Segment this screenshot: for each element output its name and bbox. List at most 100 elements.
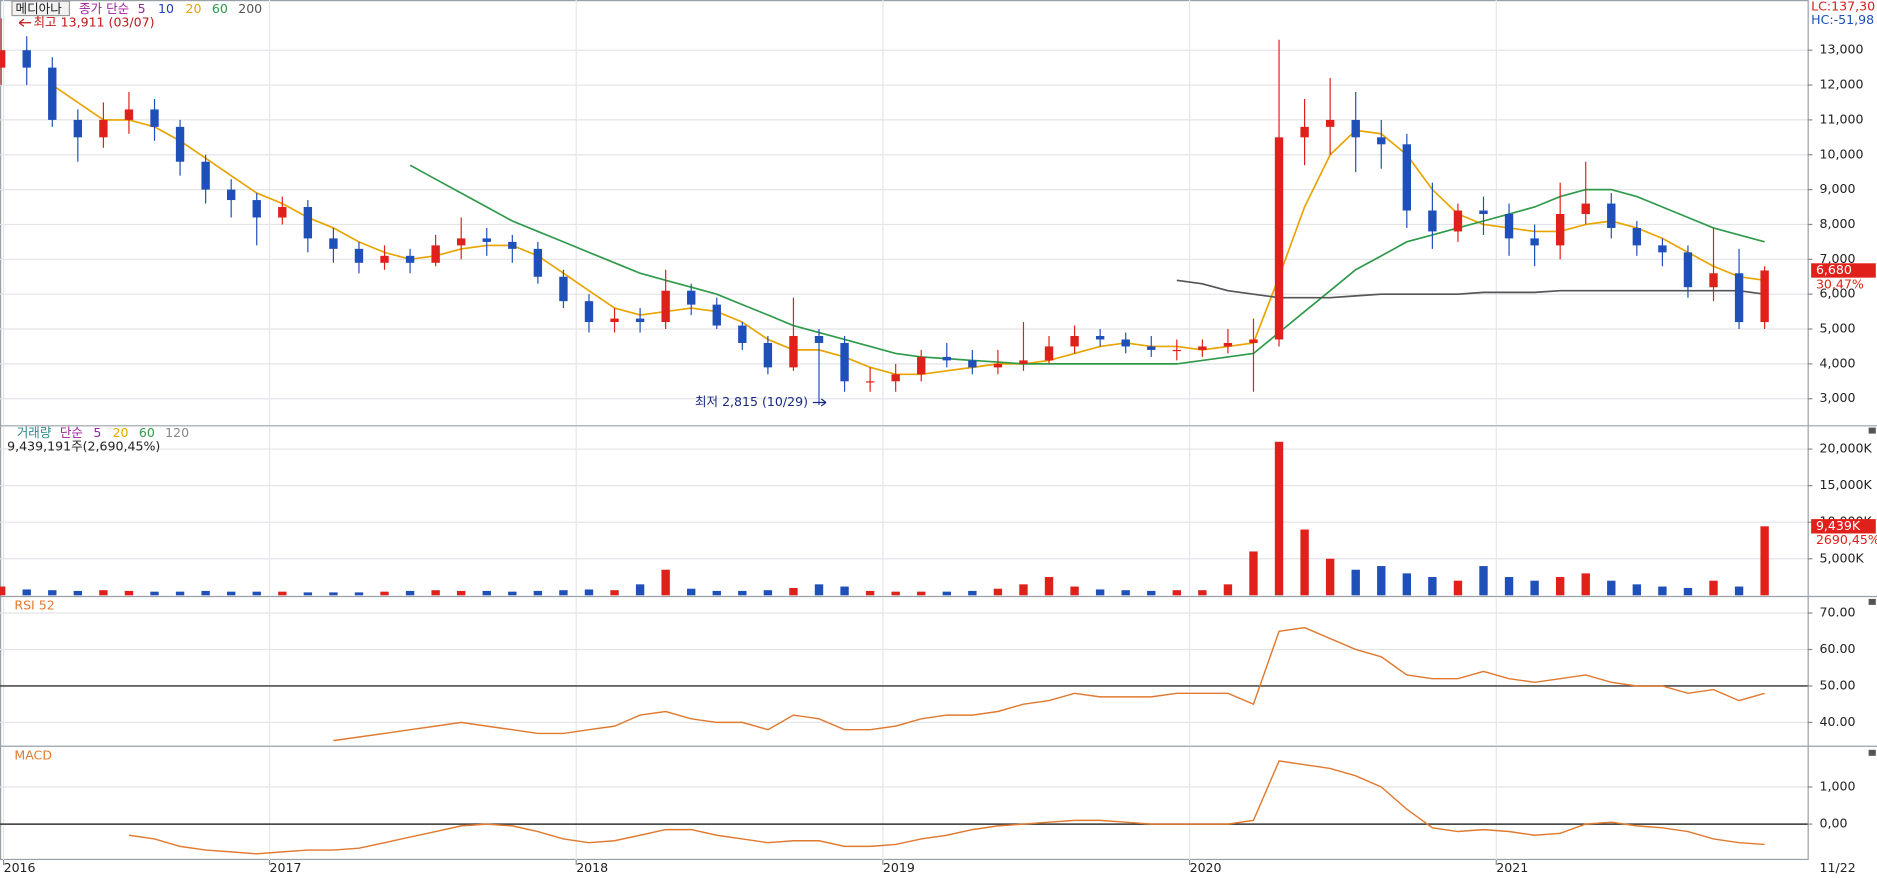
- volume-bar: [150, 591, 159, 596]
- volume-bar: [840, 586, 849, 596]
- candle-body: [1019, 360, 1028, 364]
- volume-bar: [226, 591, 236, 596]
- volume-bar: [73, 590, 83, 596]
- legend-entry: 20: [113, 425, 129, 440]
- volume-bar: [48, 590, 57, 596]
- candle-body: [1351, 119, 1360, 138]
- panel-button[interactable]: [1868, 598, 1876, 605]
- volume-bar: [993, 588, 1003, 596]
- high-arrow: [18, 18, 32, 27]
- volume-bar: [1172, 590, 1181, 596]
- hc-label: HC:-51,98: [1811, 12, 1874, 27]
- volume-bar: [303, 592, 313, 596]
- volume-bar: [1044, 577, 1054, 596]
- x-tick-label: 2019: [883, 860, 915, 875]
- legend-label: 단순: [60, 425, 83, 440]
- volume-bar: [942, 591, 951, 596]
- plot-frame: [0, 0, 1809, 861]
- candle-body: [763, 342, 773, 368]
- candle-body: [431, 245, 440, 263]
- volume-bar: [1274, 441, 1284, 596]
- y-tick-label: 5,000K: [1820, 550, 1865, 565]
- candle-body: [226, 189, 236, 201]
- volume-bar: [661, 569, 670, 596]
- legend-entry: 5: [93, 425, 101, 440]
- volume-bar: [1632, 584, 1642, 596]
- candle-body: [150, 109, 159, 127]
- volume-bar: [687, 588, 696, 596]
- volume-bar: [712, 590, 721, 596]
- y-tick-label: 7,000: [1820, 251, 1856, 266]
- x-end-label: 11/22: [1820, 860, 1856, 875]
- y-tick-label: 0,00: [1820, 816, 1848, 831]
- candle-body: [1044, 346, 1054, 361]
- candle-body: [1607, 203, 1616, 228]
- candle-body: [1274, 137, 1284, 340]
- candle-body: [1530, 238, 1539, 246]
- legend-entry: 60: [212, 1, 228, 16]
- volume-bar: [1581, 573, 1590, 596]
- candle-body: [1070, 335, 1079, 347]
- y-tick-label: 6,000: [1820, 286, 1856, 301]
- volume-bar: [1121, 590, 1130, 596]
- y-tick-label: 11,000: [1820, 111, 1864, 126]
- volume-bar: [559, 590, 568, 596]
- candle-body: [1249, 339, 1258, 343]
- volume-bar: [1377, 566, 1386, 596]
- panel-title: 거래량: [17, 425, 52, 440]
- candle-body: [329, 238, 338, 249]
- volume-bar: [1530, 580, 1539, 596]
- y-tick-label: 40.00: [1820, 714, 1856, 729]
- candle-body: [584, 301, 594, 323]
- y-tick-label: 20,000K: [1820, 441, 1873, 456]
- volume-bar: [1402, 573, 1412, 596]
- volume-bar: [533, 590, 543, 596]
- candle-body: [1377, 137, 1386, 145]
- candle-body: [380, 255, 389, 263]
- volume-bar: [1683, 588, 1693, 596]
- volume-bar: [1555, 577, 1565, 596]
- candle-body: [942, 356, 951, 361]
- volume-bar: [1300, 529, 1309, 596]
- volume-bar: [738, 590, 747, 596]
- high-label: 최고 13,911 (03/07): [34, 14, 155, 29]
- candle-body: [0, 50, 6, 68]
- candle-body: [1683, 252, 1693, 288]
- x-tick-label: 2016: [4, 860, 36, 875]
- volume-bar: [0, 586, 6, 596]
- y-tick-label: 8,000: [1820, 216, 1856, 231]
- y-tick-label: 10,000: [1820, 146, 1864, 161]
- moving-average-line: [1176, 279, 1765, 299]
- candle-body: [124, 109, 134, 120]
- candle-body: [201, 161, 210, 190]
- volume-bar: [457, 590, 466, 596]
- volume-bar: [1709, 580, 1718, 596]
- candle-body: [1198, 346, 1207, 350]
- volume-bar: [124, 590, 134, 596]
- candle-body: [1658, 245, 1667, 253]
- y-tick-label: 5,000: [1820, 321, 1856, 336]
- title-box: [11, 0, 71, 17]
- candle-body: [1453, 210, 1463, 232]
- panel-button[interactable]: [1868, 749, 1876, 756]
- volume-bar: [1070, 586, 1079, 596]
- candle-body: [661, 290, 670, 323]
- y-tick-label: 50.00: [1820, 677, 1856, 692]
- last-price-box: [1811, 263, 1876, 278]
- volume-bar: [1760, 526, 1769, 596]
- volume-bar: [1198, 590, 1207, 596]
- chart-title: 메디아나: [16, 1, 63, 16]
- candle-body: [1479, 210, 1488, 215]
- last-price-label: 6,680: [1816, 262, 1852, 277]
- legend-entry: 10: [158, 1, 174, 16]
- volume-bar: [201, 590, 210, 596]
- candle-body: [1325, 119, 1335, 127]
- legend-label: 종가 단순: [79, 1, 129, 16]
- volume-bar: [917, 591, 926, 596]
- panel-button[interactable]: [1868, 427, 1876, 434]
- candle-body: [1172, 349, 1181, 352]
- candle-body: [1300, 126, 1309, 138]
- candle-body: [610, 318, 619, 323]
